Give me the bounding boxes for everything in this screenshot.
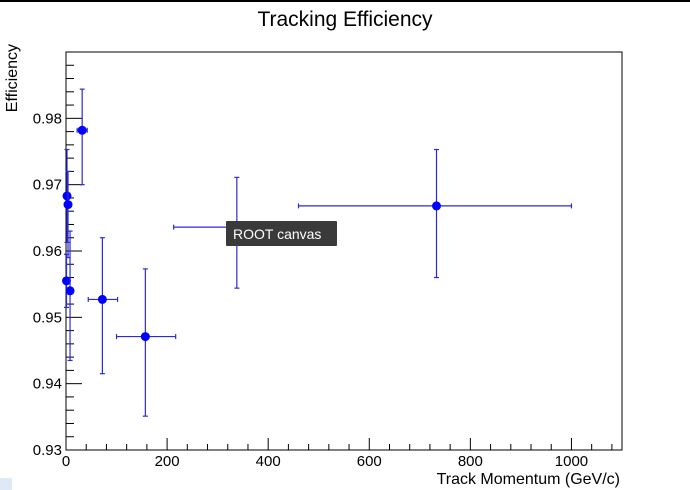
y-tick-label: 0.98 bbox=[33, 110, 62, 127]
data-marker bbox=[431, 201, 441, 211]
x-tick-label: 1000 bbox=[555, 453, 588, 470]
window-top-edge bbox=[0, 0, 690, 2]
x-tick-label: 400 bbox=[256, 453, 281, 470]
y-tick-label: 0.94 bbox=[33, 376, 62, 393]
data-point bbox=[115, 268, 177, 417]
data-point bbox=[65, 230, 75, 362]
axes: 0 200 400 600 800 1000 0.93 0.94 0.95 0.96 0.97 0.9… bbox=[33, 51, 613, 470]
y-axis-label: Efficiency bbox=[4, 44, 21, 112]
tooltip-box bbox=[226, 221, 337, 246]
data-marker bbox=[62, 276, 72, 286]
x-tick-label: 0 bbox=[62, 453, 70, 470]
y-tick-label: 0.95 bbox=[33, 309, 62, 326]
y-tick-label: 0.96 bbox=[33, 243, 62, 260]
data-point bbox=[87, 237, 119, 375]
data-marker bbox=[77, 125, 87, 135]
x-tick-label: 600 bbox=[357, 453, 382, 470]
data-marker bbox=[62, 191, 72, 201]
data-marker bbox=[63, 200, 73, 210]
y-tick-label: 0.93 bbox=[33, 442, 62, 459]
data-marker bbox=[97, 294, 107, 304]
y-tick-label: 0.97 bbox=[33, 177, 62, 194]
data-point bbox=[63, 170, 73, 259]
data-point bbox=[76, 88, 88, 186]
x-tick-label: 200 bbox=[155, 453, 180, 470]
data-marker bbox=[140, 332, 150, 342]
x-tick-label: 800 bbox=[458, 453, 483, 470]
x-axis-label: Track Momentum (GeV/c) bbox=[437, 471, 620, 488]
plot-frame bbox=[65, 51, 623, 451]
tooltip: ROOT canvas bbox=[226, 221, 337, 246]
data-point bbox=[62, 148, 72, 243]
tooltip-text: ROOT canvas bbox=[233, 226, 321, 242]
status-corner-marker bbox=[0, 478, 12, 490]
chart-title: Tracking Efficiency bbox=[257, 8, 433, 31]
data-marker bbox=[65, 286, 75, 296]
data-series bbox=[62, 88, 573, 417]
data-point bbox=[297, 148, 573, 279]
